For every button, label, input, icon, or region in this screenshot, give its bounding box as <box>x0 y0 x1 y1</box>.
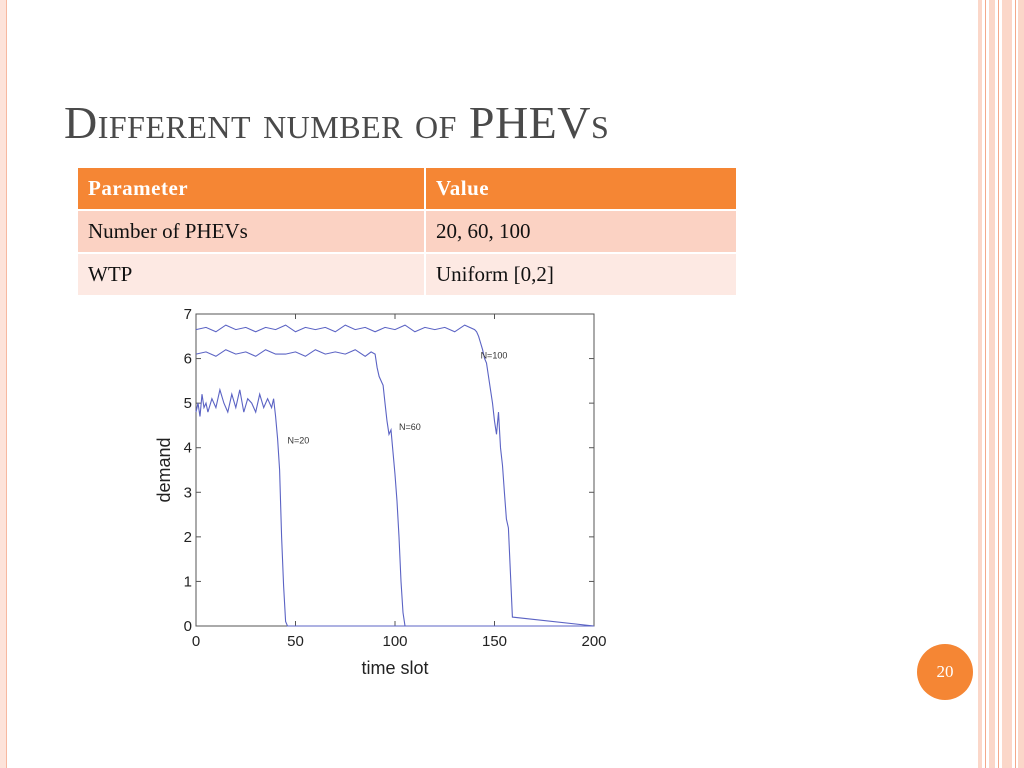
x-tick-label: 150 <box>482 633 507 650</box>
right-stripe <box>985 0 986 768</box>
slide-title: Different number of PHEVs <box>64 97 610 148</box>
series-annotation: N=100 <box>481 351 508 361</box>
right-stripe <box>1015 0 1016 768</box>
parameter-table: Parameter Value Number of PHEVs 20, 60, … <box>76 166 738 297</box>
table-cell: 20, 60, 100 <box>424 209 738 254</box>
table-header-row: Parameter Value <box>76 166 738 211</box>
y-tick-label: 3 <box>184 484 192 501</box>
series-annotation: N=20 <box>288 435 310 445</box>
right-stripe <box>1018 0 1024 768</box>
y-tick-label: 0 <box>184 618 192 635</box>
right-stripe <box>989 0 995 768</box>
table-row: WTP Uniform [0,2] <box>76 252 738 297</box>
series-line-n-60 <box>195 349 594 627</box>
x-tick-label: 200 <box>581 633 606 650</box>
x-tick-label: 100 <box>382 633 407 650</box>
y-tick-label: 2 <box>184 529 192 546</box>
x-axis-label: time slot <box>361 658 428 678</box>
right-stripe <box>978 0 982 768</box>
table-row: Number of PHEVs 20, 60, 100 <box>76 209 738 254</box>
y-tick-label: 6 <box>184 351 192 368</box>
y-tick-label: 4 <box>184 440 192 457</box>
demand-chart: 0 50 100 150 200 0 1 2 3 4 5 6 7 N=20 N=60 N=100 time sl… <box>154 306 607 678</box>
series-line-n-100 <box>195 324 595 627</box>
page-number-badge: 20 <box>917 644 973 700</box>
series-annotation: N=60 <box>399 422 421 432</box>
y-tick-label: 7 <box>184 306 192 323</box>
table-cell: WTP <box>76 252 426 297</box>
x-tick-label: 0 <box>192 633 200 650</box>
header-value: Value <box>424 166 738 211</box>
series-line-n-20 <box>195 387 594 627</box>
header-parameter: Parameter <box>76 166 426 211</box>
left-edge-band <box>0 0 6 768</box>
y-axis-label: demand <box>154 437 174 502</box>
y-tick-label: 5 <box>184 395 192 412</box>
table-cell: Uniform [0,2] <box>424 252 738 297</box>
right-stripe <box>998 0 999 768</box>
x-tick-label: 50 <box>287 633 304 650</box>
y-tick-label: 1 <box>184 573 192 590</box>
table-cell: Number of PHEVs <box>76 209 426 254</box>
left-edge-line <box>6 0 7 768</box>
right-stripe <box>1002 0 1012 768</box>
